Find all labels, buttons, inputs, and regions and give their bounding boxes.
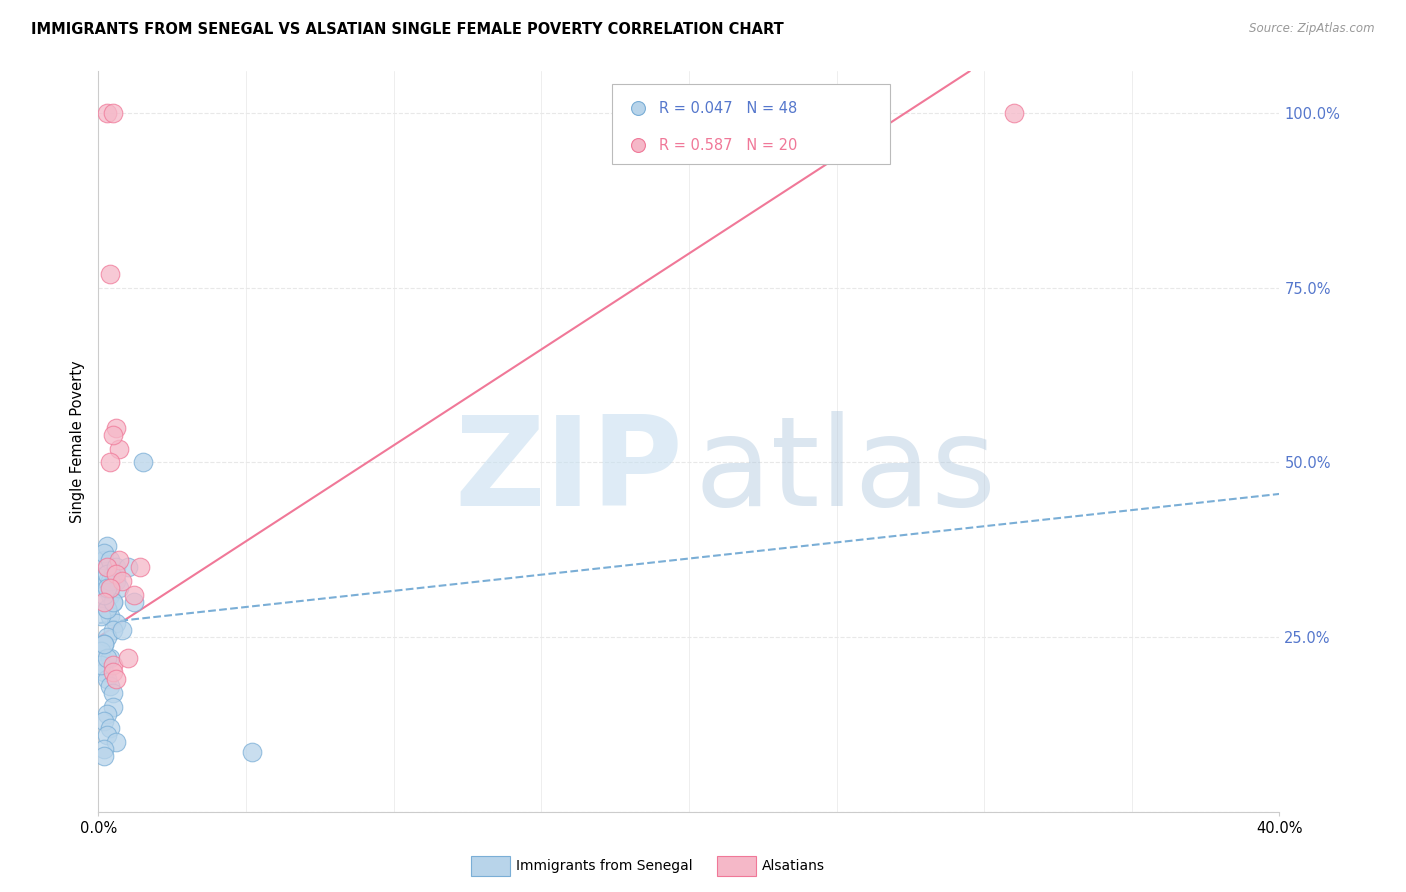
Point	[98, 679, 121, 693]
Point	[93, 714, 115, 728]
Point	[90, 644, 112, 658]
Point	[93, 748, 115, 763]
Point	[103, 686, 125, 700]
Text: Immigrants from Senegal: Immigrants from Senegal	[516, 859, 693, 873]
Text: Alsatians: Alsatians	[762, 859, 825, 873]
Point	[132, 455, 155, 469]
Point	[98, 581, 121, 595]
Point	[96, 672, 118, 686]
Point	[103, 665, 125, 679]
Point	[98, 574, 121, 589]
Point	[108, 581, 131, 595]
Point	[103, 106, 125, 120]
Y-axis label: Single Female Poverty: Single Female Poverty	[70, 360, 86, 523]
Point	[98, 721, 121, 735]
Point	[96, 574, 118, 589]
Point	[103, 427, 125, 442]
Point	[103, 567, 125, 582]
Point	[93, 581, 115, 595]
Text: atlas: atlas	[695, 410, 997, 532]
Point	[96, 651, 118, 665]
Point	[105, 616, 128, 631]
Point	[93, 637, 115, 651]
Point	[96, 602, 118, 616]
Point	[103, 658, 125, 673]
Point	[93, 588, 115, 602]
Point	[96, 630, 118, 644]
Point	[111, 574, 134, 589]
Text: IMMIGRANTS FROM SENEGAL VS ALSATIAN SINGLE FEMALE POVERTY CORRELATION CHART: IMMIGRANTS FROM SENEGAL VS ALSATIAN SING…	[31, 22, 783, 37]
Point	[105, 735, 128, 749]
Point	[98, 553, 121, 567]
Point	[96, 560, 118, 574]
Point	[128, 560, 150, 574]
Point	[93, 637, 115, 651]
Point	[103, 595, 125, 609]
Point	[96, 581, 118, 595]
Point	[108, 553, 131, 567]
Point	[93, 595, 115, 609]
Text: Source: ZipAtlas.com: Source: ZipAtlas.com	[1250, 22, 1375, 36]
Point	[93, 665, 115, 679]
Point	[105, 574, 128, 589]
Point	[96, 539, 118, 553]
Point	[108, 442, 131, 456]
Point	[105, 420, 128, 434]
Point	[93, 742, 115, 756]
Point	[122, 588, 145, 602]
Point	[90, 609, 112, 624]
Text: ZIP: ZIP	[454, 410, 683, 532]
Point	[1002, 106, 1025, 120]
Text: R = 0.047   N = 48: R = 0.047 N = 48	[659, 101, 797, 116]
Point	[98, 588, 121, 602]
Point	[96, 602, 118, 616]
Point	[96, 560, 118, 574]
Point	[90, 658, 112, 673]
FancyBboxPatch shape	[612, 84, 890, 164]
Point	[122, 595, 145, 609]
Point	[98, 609, 121, 624]
Point	[105, 567, 128, 582]
Point	[96, 706, 118, 721]
Point	[96, 106, 118, 120]
Point	[98, 455, 121, 469]
Point	[111, 623, 134, 637]
Point	[117, 651, 139, 665]
Point	[98, 651, 121, 665]
Point	[96, 728, 118, 742]
Point	[103, 700, 125, 714]
Point	[105, 672, 128, 686]
Point	[103, 595, 125, 609]
Point	[98, 267, 121, 281]
Point	[240, 745, 263, 759]
Text: R = 0.587   N = 20: R = 0.587 N = 20	[659, 138, 797, 153]
Point	[103, 623, 125, 637]
Point	[105, 560, 128, 574]
Point	[93, 553, 115, 567]
Point	[117, 560, 139, 574]
Point	[93, 546, 115, 560]
Point	[96, 567, 118, 582]
